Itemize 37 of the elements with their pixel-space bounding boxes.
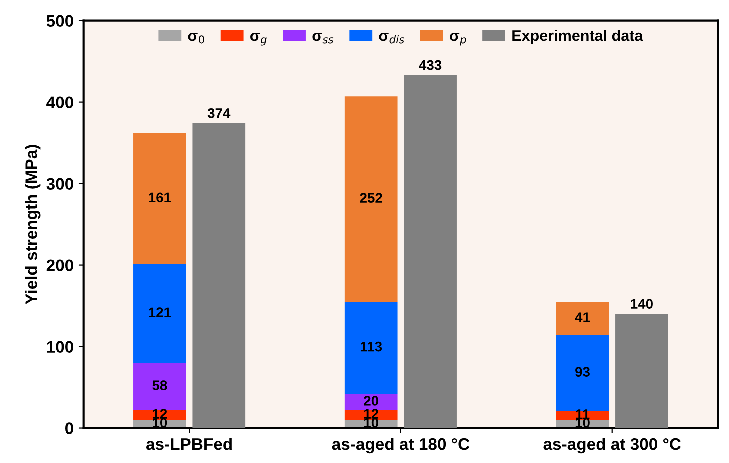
data-label: 20 [364, 396, 379, 406]
data-label: 433 [419, 60, 442, 70]
x-tick-label: as-LPBFed [146, 438, 232, 450]
y-tick-label: 0 [66, 422, 74, 434]
data-label: 58 [152, 380, 168, 390]
legend-label: σ$_{p}$ [450, 32, 466, 46]
bar [556, 335, 610, 412]
y-tick-label: 500 [46, 15, 74, 28]
legend-label: σ$_{ss}$ [312, 32, 334, 44]
data-label: 93 [576, 367, 590, 378]
data-label: 374 [208, 108, 231, 118]
bar [134, 264, 186, 364]
y-tick-label: 300 [46, 178, 74, 190]
y-tick-label: 100 [47, 341, 74, 353]
data-label: 12 [364, 409, 379, 419]
bar [556, 302, 610, 336]
x-tick-label: as-aged at 300 °C [544, 438, 682, 454]
y-tick-label: 200 [46, 260, 74, 272]
data-label: 41 [575, 312, 590, 322]
data-label: 140 [631, 299, 653, 309]
bar [134, 363, 186, 410]
legend-label: σ$_{dis}$ [379, 32, 404, 44]
x-tick-label: as-aged at 180 °C [332, 438, 470, 454]
bar [344, 302, 398, 394]
data-label: 252 [360, 193, 382, 204]
data-label: 121 [149, 308, 172, 318]
data-label: 113 [361, 342, 382, 352]
legend-label: Experimental data [512, 30, 644, 44]
y-tick-label: 400 [46, 96, 74, 109]
bar [344, 394, 398, 410]
legend-label: σ$_{0}$ [188, 32, 204, 44]
data-label: 12 [153, 409, 168, 419]
bar [344, 96, 398, 302]
bar [134, 133, 186, 264]
data-label: 161 [149, 192, 172, 203]
y-axis-title: Yield strength (MPa) [25, 145, 41, 305]
legend-label: σ$_{g}$ [250, 32, 267, 46]
